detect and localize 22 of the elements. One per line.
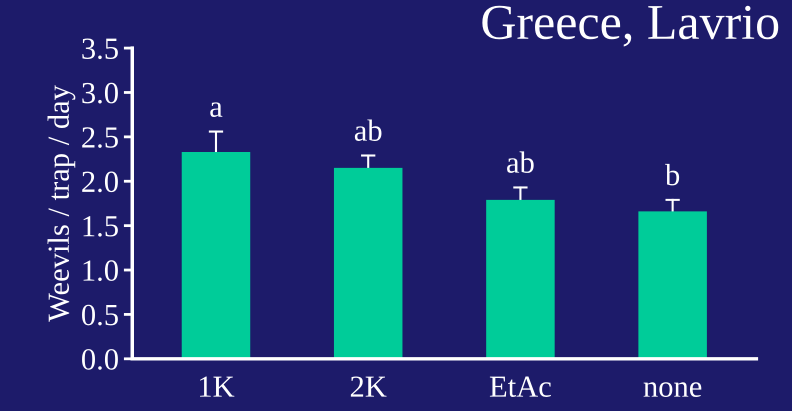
- bar: [182, 152, 250, 359]
- y-tick-label: 2.0: [82, 172, 118, 192]
- annotation: b: [665, 164, 680, 186]
- bar: [638, 211, 707, 359]
- x-tick-label: EtAc: [490, 376, 551, 397]
- bar: [486, 200, 555, 359]
- x-tick-label: 1K: [200, 376, 234, 397]
- annotation: ab: [354, 119, 382, 141]
- y-tick-label: 0.0: [82, 349, 118, 370]
- y-tick-label: 1.5: [84, 216, 118, 237]
- x-tick-label: none: [644, 382, 702, 397]
- y-tick-label: 1.0: [84, 260, 118, 282]
- annotation: ab: [507, 151, 534, 173]
- y-tick-label: 2.5: [82, 127, 118, 148]
- y-tick-label: 0.5: [82, 304, 118, 326]
- y-tick-label: 3.0: [82, 82, 118, 104]
- y-axis-title: Weevils / trap / day: [48, 85, 76, 322]
- annotation: a: [210, 102, 222, 117]
- x-tick-label: 2K: [350, 376, 387, 397]
- y-tick-label: 3.5: [82, 38, 118, 60]
- chart-title: Greece, Lavrio: [482, 6, 778, 46]
- bar: [334, 168, 402, 359]
